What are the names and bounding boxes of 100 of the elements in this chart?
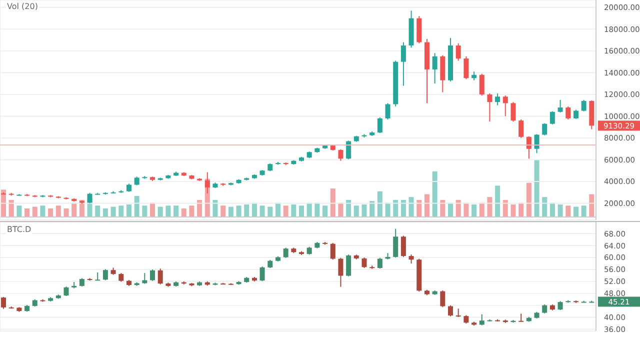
bar [283,206,288,217]
bar [330,188,336,217]
candlestick [385,102,390,120]
candlestick [534,134,540,154]
bar [408,197,414,217]
candlestick [518,313,524,322]
bar [440,200,446,217]
bar [393,200,398,217]
chart-title: BTC.D [6,225,32,234]
bar [118,206,124,217]
bar [362,204,367,217]
candlestick [479,73,484,96]
bar [32,206,38,217]
bar [306,202,312,217]
bar [550,202,555,217]
bar [102,208,108,217]
candlestick [440,54,446,93]
bar [236,206,242,217]
bar [134,196,140,217]
bar [424,194,430,217]
candlestick [338,257,344,288]
bar [487,197,492,217]
candlestick [510,102,516,122]
candlestick [338,148,344,162]
bar [126,204,132,217]
bar [534,160,540,217]
bar [110,206,116,217]
candlestick [150,268,155,282]
bar [220,206,226,217]
candlestick [346,140,352,160]
bar [166,206,171,217]
bar [244,204,250,217]
bar [228,206,234,217]
bar [518,202,524,217]
bar [314,202,320,217]
bar [95,206,100,217]
bar [400,200,406,217]
candlestick [102,268,108,281]
bar [526,182,532,217]
chart-title: Vol (20) [6,2,39,11]
candlestick [518,118,524,138]
bar [150,202,155,217]
bar [338,202,344,217]
bar [542,197,548,217]
bar [189,206,194,217]
bar [56,206,61,217]
bar [64,208,69,217]
bar [197,200,202,217]
bar [275,202,280,217]
candlestick [566,106,571,120]
bar [1,190,6,217]
candlestick [550,110,555,125]
candlestick [393,228,398,258]
bar [370,201,375,217]
bar [291,204,296,217]
candlestick [581,99,586,112]
candlestick [487,92,492,122]
bar [589,194,594,217]
candlestick [448,304,453,317]
candlestick [142,272,148,284]
bar [322,206,328,217]
candlestick [64,286,69,297]
bar [495,186,500,217]
bar [142,206,148,217]
bar [181,208,186,217]
candlestick [377,257,382,270]
candlestick [464,56,469,80]
candlestick [260,266,265,282]
bar [260,206,265,217]
candlestick [283,247,288,258]
bar [510,204,516,217]
candlestick [416,16,422,44]
bar [40,206,46,217]
bar [448,202,453,217]
candlestick [1,296,6,310]
bar [72,202,77,217]
bar [581,206,586,217]
bar [212,200,218,217]
candlestick [502,95,508,117]
bar [416,200,422,217]
candlestick [573,109,578,120]
candlestick [558,99,563,113]
candlestick [400,42,406,86]
bar [377,191,382,217]
candlestick [495,92,500,106]
bar [558,204,563,217]
bar [502,200,508,217]
bar [48,208,54,217]
candlestick [456,42,461,62]
bar [472,204,477,217]
bar [24,208,30,217]
candlestick [526,136,532,160]
bar [346,200,352,217]
bar [299,206,304,217]
bar [354,206,359,217]
candlestick [400,235,406,258]
bar [158,206,163,217]
bar [385,202,390,217]
candlestick [330,242,336,260]
bar [479,202,484,217]
